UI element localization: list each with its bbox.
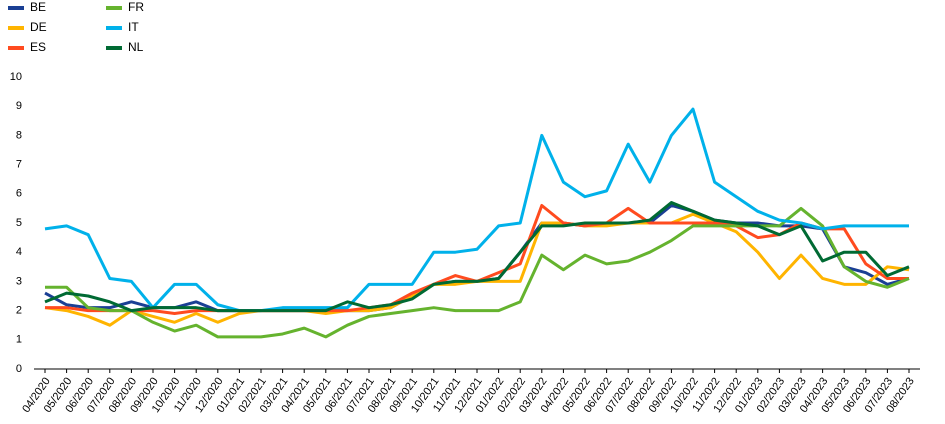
line-series bbox=[45, 206, 910, 339]
y-tick-label: 9 bbox=[16, 100, 22, 112]
y-tick-label: 5 bbox=[16, 217, 22, 229]
legend-label: IT bbox=[128, 20, 139, 34]
legend-label: FR bbox=[128, 0, 144, 14]
y-tick-label: 8 bbox=[16, 129, 22, 141]
y-tick-label: 10 bbox=[10, 71, 22, 83]
y-tick-label: 4 bbox=[16, 246, 22, 258]
y-tick-label: 6 bbox=[16, 188, 22, 200]
legend-label: DE bbox=[30, 20, 47, 34]
y-tick-label: 7 bbox=[16, 159, 22, 171]
y-tick-label: 2 bbox=[16, 305, 22, 317]
y-tick-label: 1 bbox=[16, 334, 22, 346]
legend-label: NL bbox=[128, 40, 144, 54]
line-series bbox=[45, 203, 909, 316]
y-tick-label: 0 bbox=[16, 363, 22, 375]
legend: BE DE ES FR IT NL bbox=[8, 0, 144, 54]
legend-label: BE bbox=[30, 0, 46, 14]
y-tick-label: 3 bbox=[16, 275, 22, 287]
line-series bbox=[44, 201, 910, 313]
line-series bbox=[44, 107, 909, 313]
legend-label: ES bbox=[30, 40, 46, 54]
